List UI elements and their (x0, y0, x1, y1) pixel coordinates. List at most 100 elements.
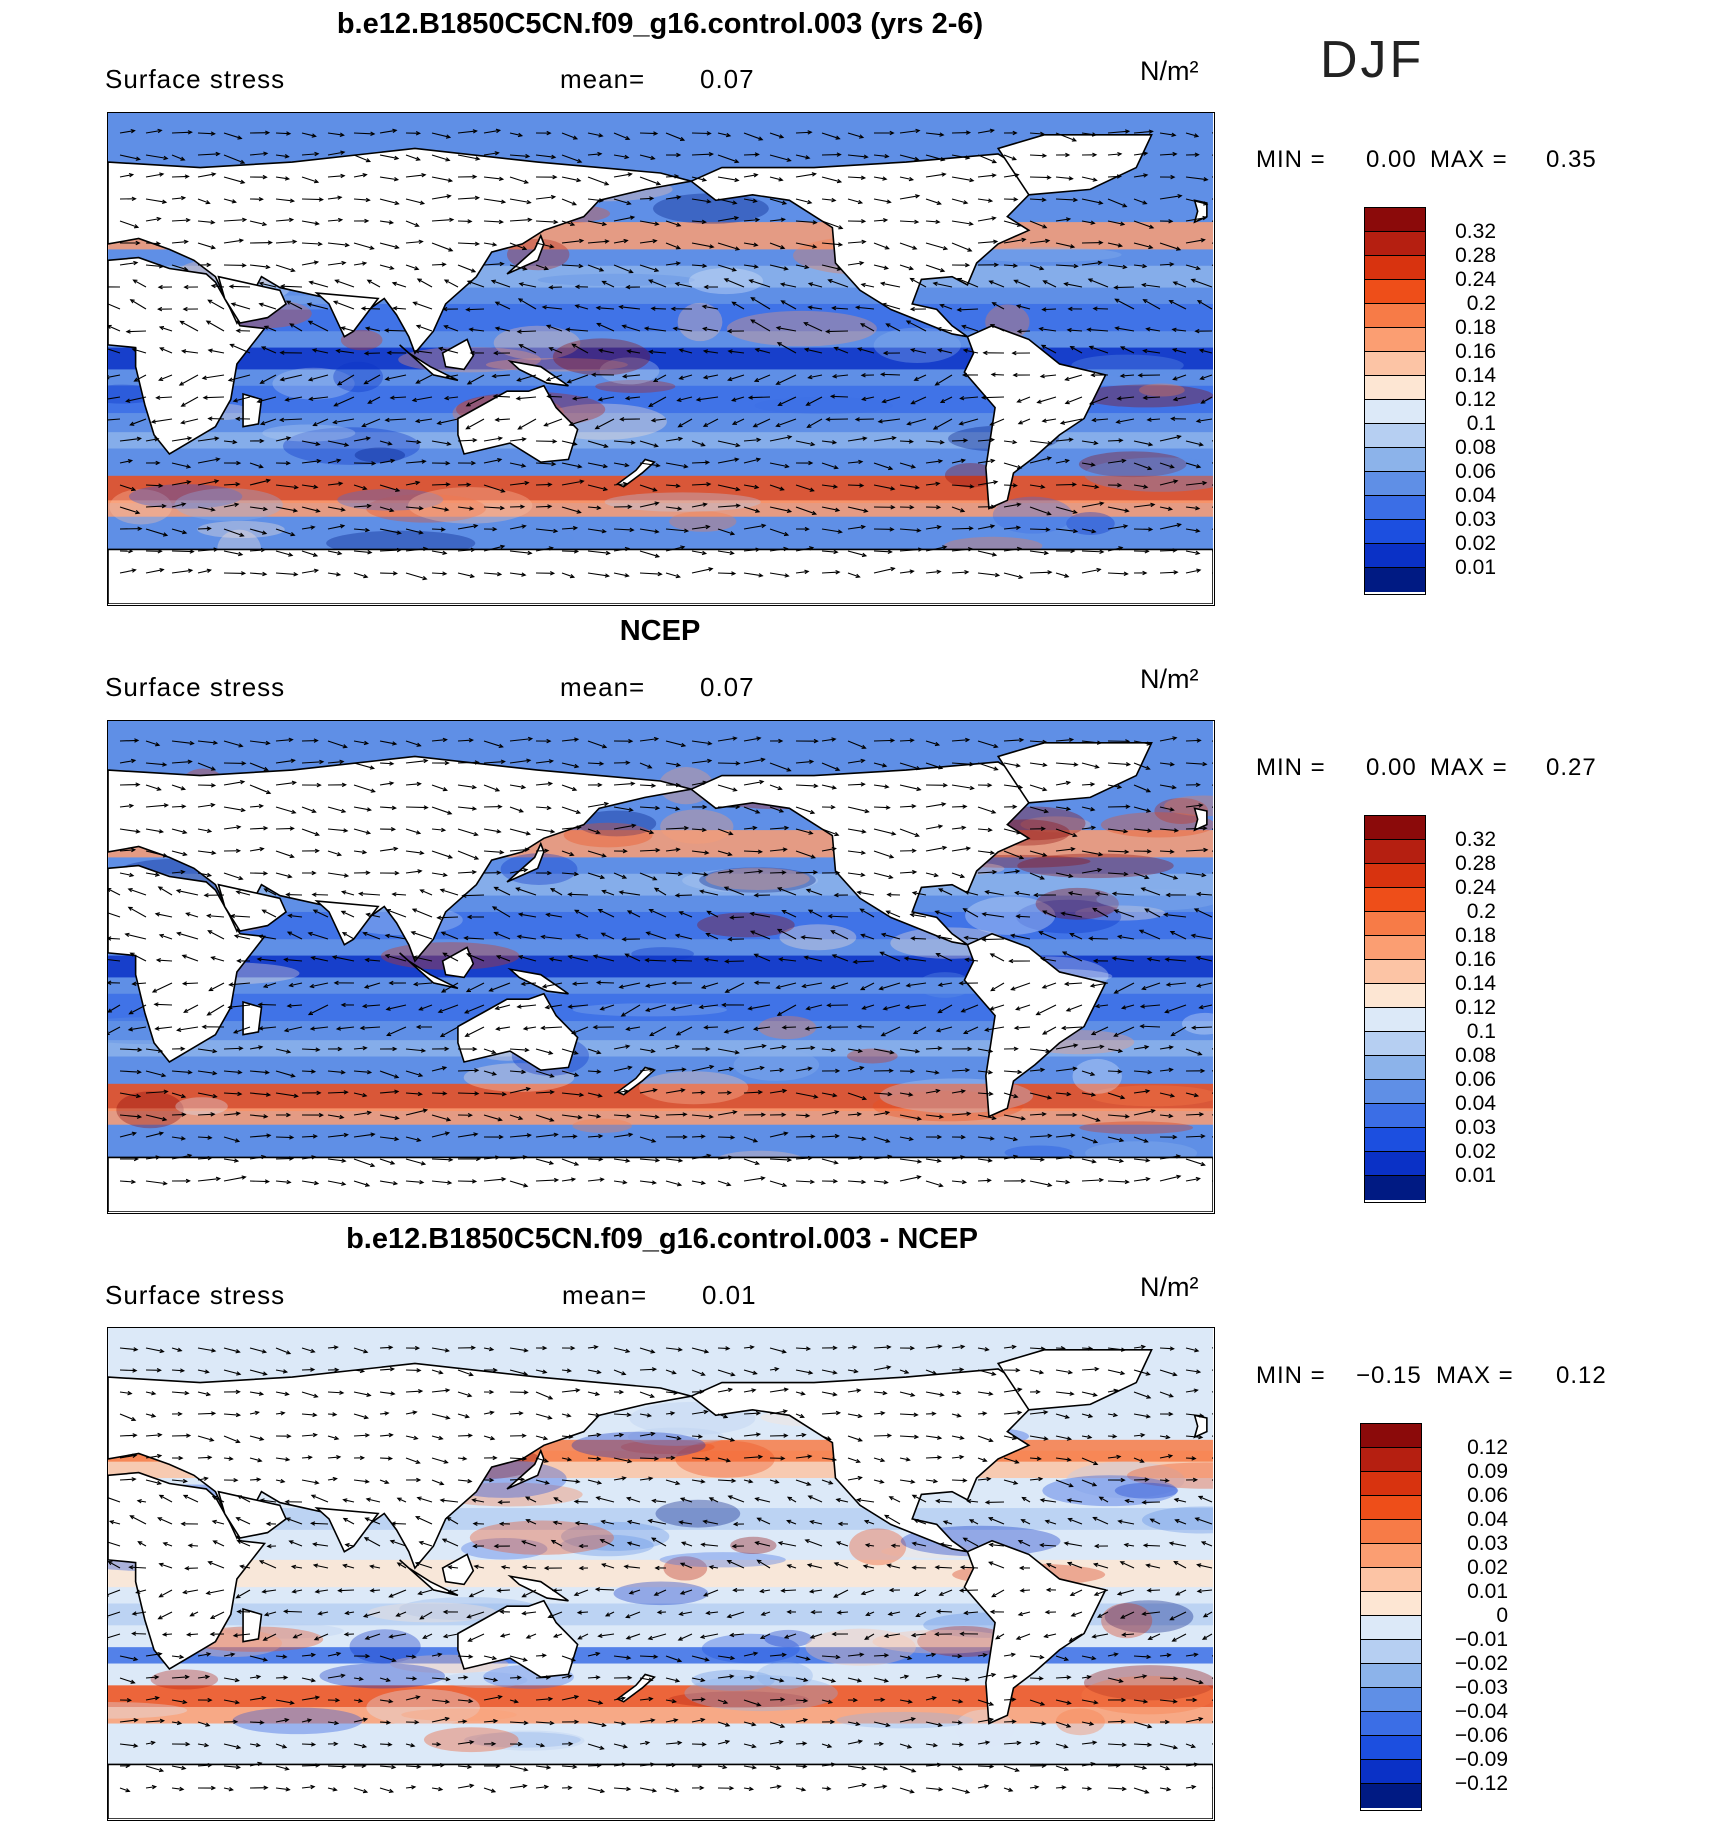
colorbar-tick-label: 0.03 (1432, 1532, 1508, 1556)
colorbar-swatch (1361, 1592, 1421, 1616)
colorbar-tick-label: 0.18 (1436, 924, 1496, 948)
colorbar-swatch (1361, 1736, 1421, 1760)
field-patch (639, 1071, 748, 1104)
colorbar-tick-label: 0.01 (1436, 556, 1496, 580)
field-patch (538, 274, 695, 286)
field-patch (849, 1528, 906, 1565)
colorbar-tick-label: 0.16 (1436, 340, 1496, 364)
colorbar-tick-label: 0.08 (1436, 1044, 1496, 1068)
field-patch (669, 511, 736, 531)
field-patch (408, 487, 532, 523)
colorbar-diff (1360, 1423, 1422, 1811)
field-patch (660, 1552, 786, 1567)
colorbar-swatch (1365, 1032, 1425, 1056)
colorbar-model (1364, 207, 1426, 595)
colorbar-swatch (1361, 1544, 1421, 1568)
field-patch (631, 947, 694, 961)
min-label-obs: MIN = (1256, 754, 1326, 782)
colorbar-swatch (1361, 1424, 1421, 1448)
field-band (108, 1108, 1213, 1124)
colorbar-tick-label: 0.28 (1436, 244, 1496, 268)
mean-label-obs: mean= (560, 672, 645, 703)
colorbar-swatch (1365, 520, 1425, 544)
max-label-obs: MAX = (1430, 754, 1508, 782)
colorbar-swatch (1365, 1152, 1425, 1176)
field-patch (1139, 383, 1185, 396)
field-patch (837, 1712, 973, 1728)
colorbar-obs (1364, 815, 1426, 1203)
colorbar-swatch (1365, 328, 1425, 352)
colorbar-swatch (1365, 984, 1425, 1008)
field-patch (697, 913, 795, 938)
colorbar-swatch (1365, 1176, 1425, 1200)
colorbar-tick-label: 0.01 (1432, 1580, 1508, 1604)
max-value-obs: 0.27 (1546, 754, 1597, 782)
colorbar-tick-label: 0.06 (1432, 1484, 1508, 1508)
colorbar-swatch (1361, 1520, 1421, 1544)
colorbar-tick-label: 0.12 (1436, 388, 1496, 412)
colorbar-tick-label: 0 (1432, 1604, 1508, 1628)
colorbar-tick-label: 0.02 (1436, 1140, 1496, 1164)
map-obs-svg (108, 721, 1213, 1212)
colorbar-swatch (1365, 1008, 1425, 1032)
min-label-diff: MIN = (1256, 1362, 1326, 1390)
colorbar-swatch (1361, 1760, 1421, 1784)
panel-title-model: b.e12.B1850C5CN.f09_g16.control.003 (yrs… (337, 8, 983, 41)
colorbar-swatch (1365, 376, 1425, 400)
field-patch (757, 1662, 813, 1689)
colorbar-swatch (1365, 256, 1425, 280)
colorbar-swatch (1365, 840, 1425, 864)
colorbar-tick-label: 0.04 (1436, 484, 1496, 508)
colorbar-tick-label: −0.03 (1432, 1676, 1508, 1700)
colorbar-tick-label: 0.04 (1436, 1092, 1496, 1116)
units-label-model: N/m² (1140, 56, 1198, 87)
colorbar-swatch (1361, 1688, 1421, 1712)
colorbar-swatch (1361, 1616, 1421, 1640)
mean-value-diff: 0.01 (702, 1280, 757, 1311)
field-patch (660, 809, 733, 843)
colorbar-tick-label: 0.12 (1432, 1436, 1508, 1460)
field-patch (1056, 1708, 1105, 1735)
colorbar-swatch (1361, 1496, 1421, 1520)
colorbar-swatch (1365, 1080, 1425, 1104)
colorbar-tick-label: 0.06 (1436, 460, 1496, 484)
field-patch (175, 1097, 228, 1115)
colorbar-swatch (1365, 304, 1425, 328)
colorbar-tick-label: −0.01 (1432, 1628, 1508, 1652)
colorbar-tick-label: 0.01 (1436, 1164, 1496, 1188)
colorbar-tick-label: 0.2 (1436, 900, 1496, 924)
colorbar-swatch (1365, 448, 1425, 472)
field-patch (262, 424, 355, 441)
colorbar-tick-label: −0.02 (1432, 1652, 1508, 1676)
colorbar-swatch (1365, 208, 1425, 232)
field-patch (614, 1581, 709, 1605)
colorbar-tick-label: −0.09 (1432, 1748, 1508, 1772)
colorbar-tick-label: 0.14 (1436, 364, 1496, 388)
colorbar-tick-label: 0.04 (1432, 1508, 1508, 1532)
max-label-model: MAX = (1430, 146, 1508, 174)
colorbar-swatch (1365, 568, 1425, 592)
colorbar-tick-label: 0.24 (1436, 268, 1496, 292)
field-patch (1079, 1121, 1193, 1134)
colorbar-tick-label: 0.1 (1436, 1020, 1496, 1044)
colorbar-tick-label: 0.2 (1436, 292, 1496, 316)
colorbar-tick-label: 0.02 (1432, 1556, 1508, 1580)
colorbar-swatch (1361, 1784, 1421, 1808)
panel-title-diff: b.e12.B1850C5CN.f09_g16.control.003 - NC… (346, 1223, 978, 1256)
max-value-diff: 0.12 (1556, 1362, 1607, 1390)
min-label-model: MIN = (1256, 146, 1326, 174)
colorbar-swatch (1361, 1712, 1421, 1736)
colorbar-swatch (1361, 1664, 1421, 1688)
colorbar-swatch (1365, 1104, 1425, 1128)
landmass (243, 1002, 261, 1035)
colorbar-tick-label: −0.06 (1432, 1724, 1508, 1748)
field-patch (355, 448, 405, 463)
colorbar-tick-label: 0.1 (1436, 412, 1496, 436)
field-patch (727, 311, 877, 346)
map-model-svg (108, 113, 1213, 604)
map-diff (107, 1327, 1215, 1821)
max-value-model: 0.35 (1546, 146, 1597, 174)
colorbar-tick-label: 0.32 (1436, 828, 1496, 852)
